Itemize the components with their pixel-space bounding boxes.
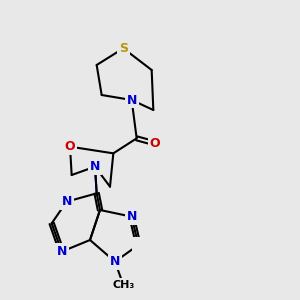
- Text: N: N: [127, 94, 137, 106]
- Text: N: N: [56, 245, 67, 258]
- Text: N: N: [127, 210, 137, 223]
- Text: CH₃: CH₃: [112, 280, 134, 290]
- Text: O: O: [65, 140, 75, 153]
- Text: N: N: [61, 195, 72, 208]
- Text: N: N: [56, 245, 67, 258]
- Text: N: N: [110, 255, 120, 268]
- Text: N: N: [110, 255, 120, 268]
- Text: N: N: [61, 195, 72, 208]
- Text: N: N: [127, 210, 137, 223]
- Text: S: S: [119, 42, 128, 55]
- Text: N: N: [90, 160, 100, 173]
- Text: O: O: [150, 137, 160, 150]
